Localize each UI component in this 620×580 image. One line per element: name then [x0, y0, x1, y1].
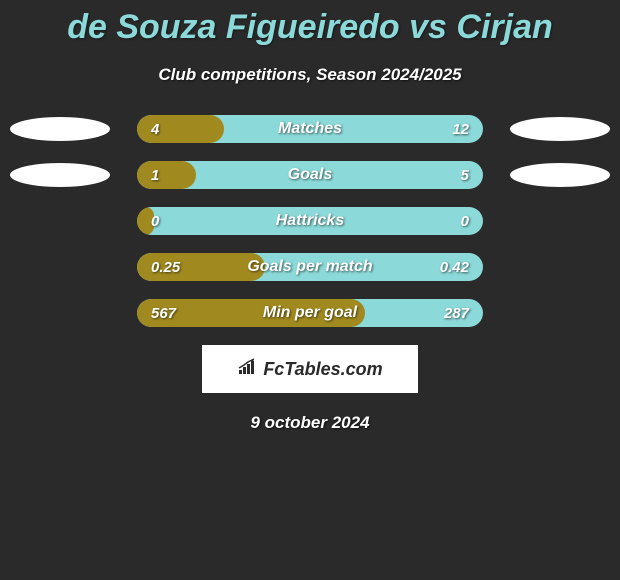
- stat-row: 0 Hattricks 0: [0, 207, 620, 235]
- stat-right-value: 0.42: [440, 253, 469, 281]
- stat-label: Min per goal: [137, 299, 483, 327]
- site-logo[interactable]: FcTables.com: [202, 345, 418, 393]
- stat-row: 4 Matches 12: [0, 115, 620, 143]
- stat-bar: 4 Matches 12: [137, 115, 483, 143]
- stat-label: Hattricks: [137, 207, 483, 235]
- player-right-marker-icon: [510, 163, 610, 187]
- stat-label: Goals: [137, 161, 483, 189]
- stat-right-value: 287: [444, 299, 469, 327]
- stat-bar: 0 Hattricks 0: [137, 207, 483, 235]
- comparison-subtitle: Club competitions, Season 2024/2025: [0, 65, 620, 85]
- stat-row: 567 Min per goal 287: [0, 299, 620, 327]
- stat-label: Goals per match: [137, 253, 483, 281]
- stat-row: 0.25 Goals per match 0.42: [0, 253, 620, 281]
- comparison-title: de Souza Figueiredo vs Cirjan: [0, 0, 620, 47]
- logo-label: FcTables.com: [263, 359, 382, 380]
- comparison-date: 9 october 2024: [0, 413, 620, 433]
- logo-text: FcTables.com: [237, 358, 382, 381]
- stat-right-value: 12: [452, 115, 469, 143]
- stats-container: 4 Matches 12 1 Goals 5 0 Hattricks 0 0.2…: [0, 115, 620, 327]
- bar-chart-icon: [237, 358, 259, 381]
- stat-right-value: 0: [461, 207, 469, 235]
- stat-bar: 567 Min per goal 287: [137, 299, 483, 327]
- stat-bar: 1 Goals 5: [137, 161, 483, 189]
- player-right-marker-icon: [510, 117, 610, 141]
- stat-row: 1 Goals 5: [0, 161, 620, 189]
- stat-right-value: 5: [461, 161, 469, 189]
- player-left-marker-icon: [10, 163, 110, 187]
- stat-bar: 0.25 Goals per match 0.42: [137, 253, 483, 281]
- stat-label: Matches: [137, 115, 483, 143]
- player-left-marker-icon: [10, 117, 110, 141]
